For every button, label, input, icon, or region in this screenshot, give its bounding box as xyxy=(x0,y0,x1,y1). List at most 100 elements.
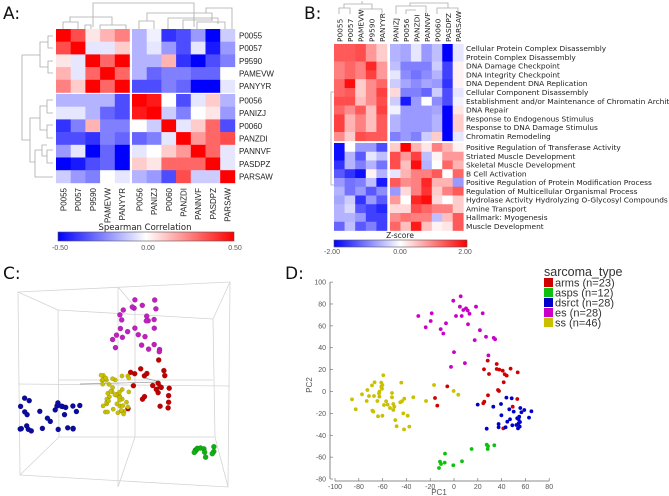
row-label: Hallmark: Myogenesis xyxy=(466,213,548,222)
point-dsrct xyxy=(503,425,508,430)
heatmap-cell xyxy=(390,213,401,223)
heatmap-cell xyxy=(85,41,101,55)
y-tick-label: -80 xyxy=(316,477,326,484)
heatmap-cell xyxy=(85,94,101,107)
point-dsrct xyxy=(491,404,496,409)
heatmap-cell xyxy=(205,132,221,146)
heatmap-cell xyxy=(365,221,377,231)
heatmap-cell xyxy=(400,96,412,106)
column-label: PARSAW xyxy=(224,188,233,222)
heatmap-cell xyxy=(431,221,443,231)
legend-title: sarcoma_type xyxy=(544,265,623,279)
heatmap-cell xyxy=(400,123,412,133)
point-ss xyxy=(384,399,388,404)
heatmap-cell xyxy=(114,41,130,55)
heatmap-cell xyxy=(220,170,236,184)
correlation-heatmap-cells: P0055 P0057 P9590 PAMEVW PANYYR P0056 PANIZJ P0… xyxy=(56,29,274,223)
legend-swatch-es xyxy=(544,308,553,317)
point-arms xyxy=(508,366,513,371)
point-ss xyxy=(372,380,377,385)
heatmap-cell xyxy=(344,52,356,62)
y-tick-label: 80 xyxy=(318,301,326,308)
heatmap-cell xyxy=(70,67,86,81)
panel-label-a: A: xyxy=(3,4,20,24)
heatmap-cell xyxy=(85,79,101,93)
heatmap-cell xyxy=(452,123,464,133)
point-ss xyxy=(364,399,369,403)
point-dsrct xyxy=(511,409,516,414)
row-label: PANIZJ xyxy=(239,109,266,118)
panel-label-d: D: xyxy=(285,264,304,284)
heatmap-cell xyxy=(410,160,422,170)
heatmap-cell xyxy=(205,79,221,93)
heatmap-cell xyxy=(132,106,147,120)
heatmap-cell xyxy=(132,119,147,133)
point-arms xyxy=(433,396,437,400)
column-label: PANZDI xyxy=(179,188,188,217)
point-ss xyxy=(424,399,428,403)
heatmap-cell xyxy=(85,132,101,146)
heatmap-cell xyxy=(421,79,433,89)
point-es xyxy=(428,319,433,323)
heatmap-cell xyxy=(85,119,101,133)
row-label: P9590 xyxy=(239,57,263,66)
point-es xyxy=(451,298,456,303)
heatmap-cell xyxy=(452,96,464,106)
heatmap-cell xyxy=(421,88,433,98)
point-ss xyxy=(98,372,104,378)
legend-label-ss: ss (n=46) xyxy=(555,318,601,330)
column-label: PANIZJ xyxy=(392,18,401,42)
heatmap-cell xyxy=(205,170,221,184)
point-es xyxy=(458,294,463,299)
row-label: Regulation of Multicellular Organismal P… xyxy=(466,187,638,196)
heatmap-cell xyxy=(344,123,356,133)
heatmap-cell xyxy=(114,54,130,68)
row-dendrogram xyxy=(21,35,53,178)
heatmap-cell xyxy=(344,114,356,124)
x-axis-label: PC1 xyxy=(431,488,447,496)
heatmap-cell xyxy=(344,88,356,98)
heatmap-cell xyxy=(334,96,345,106)
colorbar-a-tick-min: -0.50 xyxy=(52,245,68,252)
heatmap-cell xyxy=(176,157,192,171)
point-asps xyxy=(469,447,474,451)
point-ss xyxy=(381,373,386,378)
point-arms xyxy=(515,397,520,401)
point-dsrct xyxy=(529,409,534,414)
row-label: PANNVF xyxy=(239,147,271,156)
heatmap-cell xyxy=(70,157,86,171)
heatmap-cell xyxy=(376,160,388,170)
heatmap-cell xyxy=(442,151,454,161)
heatmap-cell xyxy=(376,178,388,188)
heatmap-cell xyxy=(390,114,401,124)
heatmap-cell xyxy=(421,195,433,205)
heatmap-cell xyxy=(70,29,86,42)
point-es xyxy=(458,304,462,309)
point-arms xyxy=(130,382,137,389)
heatmap-cell xyxy=(410,169,422,179)
heatmap-cell xyxy=(421,132,433,142)
heatmap-cell xyxy=(421,143,433,153)
heatmap-cell xyxy=(421,96,433,106)
point-ss xyxy=(411,395,416,400)
heatmap-cell xyxy=(452,143,464,153)
x-tick-label: 60 xyxy=(522,484,530,491)
heatmap-cell xyxy=(114,132,130,146)
point-ss xyxy=(108,388,114,394)
point-ss xyxy=(377,389,382,394)
heatmap-cell xyxy=(355,151,367,161)
heatmap-cell xyxy=(376,105,388,115)
panel-a-heatmap: P0055 P0057 P9590 PAMEVW PANYYR P0056 PANIZJ P0… xyxy=(21,2,274,252)
point-dsrct xyxy=(44,415,51,422)
heatmap-cell xyxy=(442,88,454,98)
heatmap-cell xyxy=(344,169,356,179)
heatmap-cell xyxy=(344,79,356,89)
heatmap-cell xyxy=(146,170,162,184)
heatmap-cell xyxy=(56,144,71,158)
heatmap-cell xyxy=(146,79,162,93)
heatmap-cell xyxy=(452,132,464,142)
point-asps xyxy=(439,462,443,466)
point-arms xyxy=(515,370,520,375)
heatmap-cell xyxy=(421,114,433,124)
heatmap-cell xyxy=(70,41,86,55)
